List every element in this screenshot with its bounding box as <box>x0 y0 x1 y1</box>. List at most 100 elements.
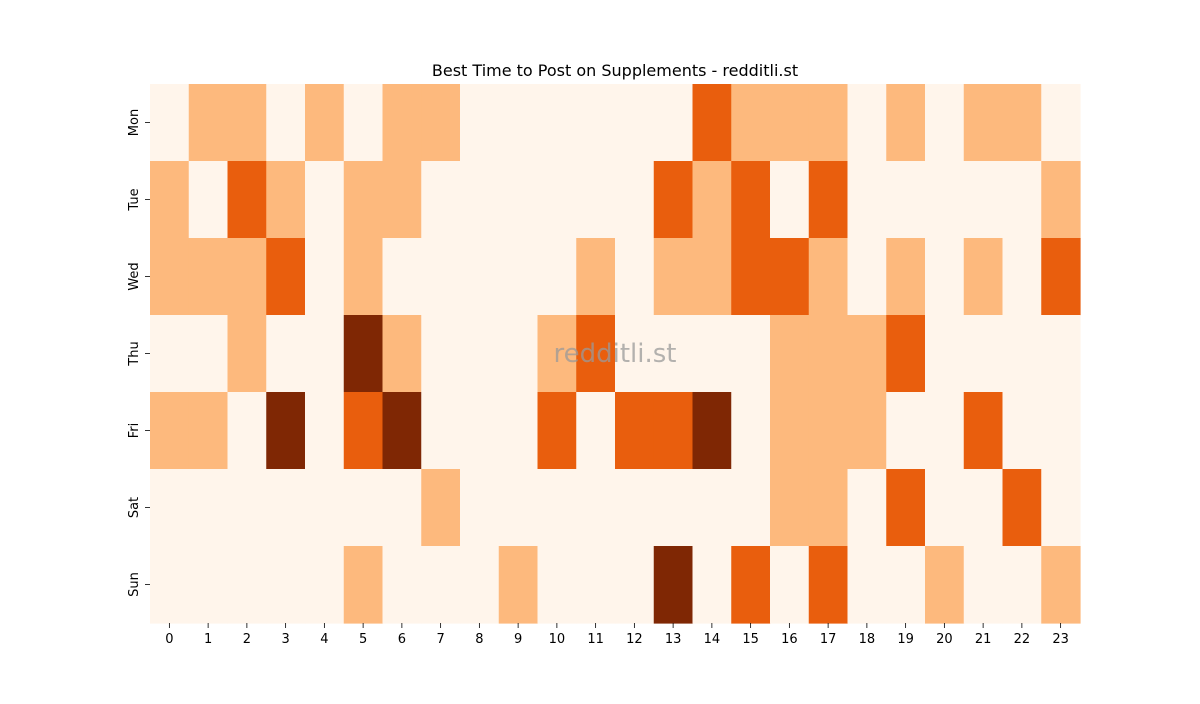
heatmap-cell-thu-3 <box>266 315 306 393</box>
heatmap-cell-thu-22 <box>1002 315 1042 393</box>
x-tick-label: 5 <box>359 632 367 647</box>
heatmap-cell-wed-0 <box>150 238 190 316</box>
heatmap-cell-sat-0 <box>150 469 190 547</box>
heatmap-cell-sat-7 <box>421 469 461 547</box>
heatmap-cell-sun-6 <box>382 546 422 624</box>
heatmap-cell-thu-8 <box>460 315 500 393</box>
x-tick-label: 2 <box>243 632 251 647</box>
heatmap-cell-mon-22 <box>1002 84 1042 162</box>
y-tick-label: Fri <box>127 423 142 439</box>
heatmap-cell-sat-6 <box>382 469 422 547</box>
heatmap-cell-sun-0 <box>150 546 190 624</box>
heatmap-cell-tue-9 <box>498 161 539 239</box>
heatmap-cell-fri-21 <box>963 392 1004 470</box>
heatmap-cell-thu-2 <box>227 315 267 393</box>
heatmap-cell-sun-1 <box>188 546 229 624</box>
heatmap-cell-thu-21 <box>963 315 1004 393</box>
heatmap-cell-thu-16 <box>770 315 810 393</box>
heatmap-cell-sun-13 <box>653 546 694 624</box>
x-axis: 0 1 2 3 4 5 6 7 8 9 10 11 12 13 14 15 16 17 18 19 20 21 22 23 <box>165 623 1069 647</box>
heatmap-cell-thu-7 <box>421 315 461 393</box>
heatmap-cell-fri-11 <box>576 392 616 470</box>
heatmap-cell-thu-5 <box>343 315 384 393</box>
heatmap-cell-tue-15 <box>731 161 771 239</box>
heatmap-cell-thu-4 <box>305 315 345 393</box>
heatmap-cell-thu-13 <box>653 315 694 393</box>
heatmap-cell-tue-14 <box>692 161 732 239</box>
x-tick-label: 11 <box>587 632 604 647</box>
heatmap-cell-sat-17 <box>808 469 849 547</box>
heatmap-cell-tue-20 <box>925 161 965 239</box>
heatmap-cell-sun-2 <box>227 546 267 624</box>
heatmap-cell-wed-18 <box>847 238 887 316</box>
heatmap-cell-tue-18 <box>847 161 887 239</box>
heatmap-cell-wed-20 <box>925 238 965 316</box>
heatmap-cell-thu-15 <box>731 315 771 393</box>
heatmap-cell-thu-14 <box>692 315 732 393</box>
x-tick-label: 15 <box>742 632 759 647</box>
heatmap-cell-sat-10 <box>537 469 577 547</box>
heatmap-cell-tue-19 <box>886 161 926 239</box>
heatmap-cell-mon-11 <box>576 84 616 162</box>
heatmap-cell-sat-2 <box>227 469 267 547</box>
heatmap-cell-mon-14 <box>692 84 732 162</box>
heatmap-cell-fri-14 <box>692 392 732 470</box>
heatmap-cell-wed-15 <box>731 238 771 316</box>
x-tick-label: 16 <box>781 632 798 647</box>
heatmap-cell-sat-15 <box>731 469 771 547</box>
heatmap-cell-mon-17 <box>808 84 849 162</box>
heatmap-cell-sun-9 <box>498 546 539 624</box>
heatmap-cell-fri-9 <box>498 392 539 470</box>
heatmap-cell-tue-11 <box>576 161 616 239</box>
heatmap-cell-fri-3 <box>266 392 306 470</box>
heatmap-cell-wed-2 <box>227 238 267 316</box>
heatmap-cell-fri-12 <box>615 392 655 470</box>
heatmap-cell-wed-14 <box>692 238 732 316</box>
heatmap-cell-sat-23 <box>1041 469 1081 547</box>
heatmap-cell-wed-21 <box>963 238 1004 316</box>
heatmap-cell-mon-9 <box>498 84 539 162</box>
heatmap-cell-wed-7 <box>421 238 461 316</box>
heatmap-cell-mon-12 <box>615 84 655 162</box>
heatmap-cell-fri-17 <box>808 392 849 470</box>
x-tick-label: 0 <box>165 632 173 647</box>
heatmap-cell-sun-5 <box>343 546 384 624</box>
x-tick-label: 18 <box>859 632 876 647</box>
heatmap-cell-sat-13 <box>653 469 694 547</box>
heatmap-cell-sat-12 <box>615 469 655 547</box>
heatmap-cell-mon-7 <box>421 84 461 162</box>
heatmap-cell-sat-9 <box>498 469 539 547</box>
heatmap-cell-mon-15 <box>731 84 771 162</box>
heatmap-cell-sat-4 <box>305 469 345 547</box>
heatmap-cell-sun-14 <box>692 546 732 624</box>
heatmap-cell-fri-0 <box>150 392 190 470</box>
heatmap-cell-mon-2 <box>227 84 267 162</box>
heatmap-cell-thu-17 <box>808 315 849 393</box>
heatmap-cell-wed-8 <box>460 238 500 316</box>
heatmap-cell-fri-20 <box>925 392 965 470</box>
x-tick-label: 22 <box>1014 632 1031 647</box>
heatmap-cell-fri-6 <box>382 392 422 470</box>
heatmap-cell-thu-20 <box>925 315 965 393</box>
heatmap-cell-wed-1 <box>188 238 229 316</box>
heatmap-cell-tue-21 <box>963 161 1004 239</box>
x-tick-label: 6 <box>398 632 406 647</box>
heatmap-cell-sun-8 <box>460 546 500 624</box>
heatmap-cell-thu-6 <box>382 315 422 393</box>
x-tick-label: 4 <box>320 632 328 647</box>
heatmap-cell-wed-23 <box>1041 238 1081 316</box>
heatmap-cell-sat-22 <box>1002 469 1042 547</box>
heatmap-cell-sat-5 <box>343 469 384 547</box>
x-tick-label: 19 <box>897 632 914 647</box>
heatmap-cell-tue-8 <box>460 161 500 239</box>
y-tick-label: Sat <box>127 497 142 518</box>
heatmap-cell-fri-23 <box>1041 392 1081 470</box>
heatmap-cell-tue-23 <box>1041 161 1081 239</box>
heatmap-cell-thu-18 <box>847 315 887 393</box>
heatmap-cell-mon-10 <box>537 84 577 162</box>
heatmap-cell-fri-8 <box>460 392 500 470</box>
heatmap-cell-thu-12 <box>615 315 655 393</box>
x-tick-label: 10 <box>549 632 566 647</box>
heatmap-cell-tue-6 <box>382 161 422 239</box>
watermark-text: redditli.st <box>554 339 677 369</box>
